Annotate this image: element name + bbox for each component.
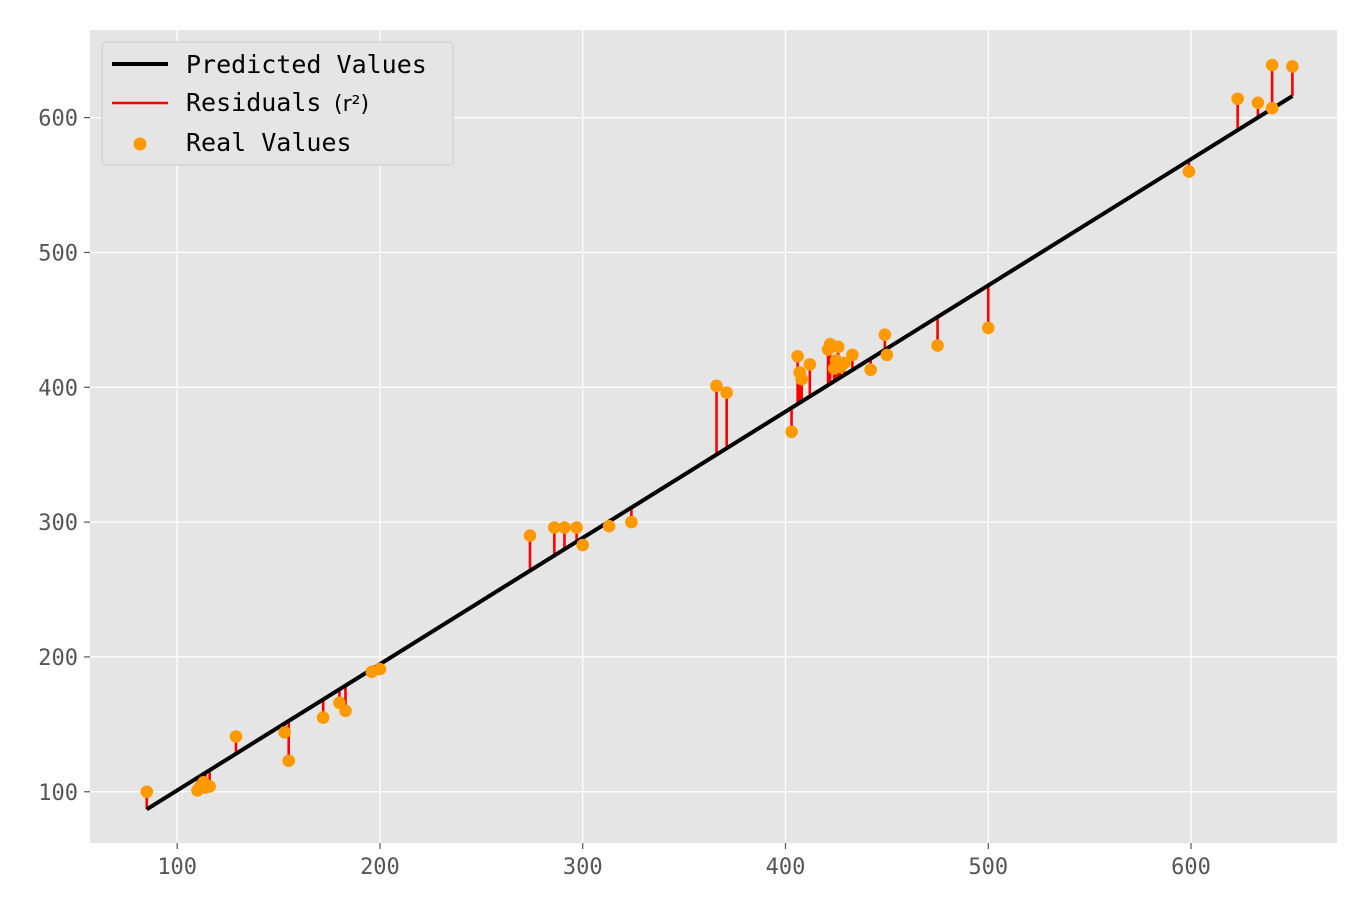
real-value-point [1286, 60, 1299, 73]
real-value-point [1251, 96, 1265, 110]
real-value-point [931, 339, 944, 352]
real-value-point [846, 348, 859, 362]
real-value-point [570, 521, 583, 534]
x-tick-label: 300 [563, 855, 603, 880]
y-tick-label: 400 [38, 376, 78, 401]
real-value-point [339, 704, 352, 718]
real-value-point [785, 425, 798, 439]
real-value-point [837, 356, 851, 370]
real-value-point [576, 538, 590, 552]
real-value-point [278, 726, 291, 739]
x-tick-label: 100 [157, 855, 197, 880]
real-value-point [229, 730, 243, 743]
x-tick-label: 600 [1171, 855, 1211, 880]
y-tick-label: 600 [38, 107, 78, 132]
legend-real-label: Real Values [186, 128, 352, 157]
x-axis-ticks: 100 200 300 400 500 600 [157, 843, 1211, 880]
legend-frame [101, 41, 454, 166]
real-value-point [1265, 101, 1279, 115]
real-value-point [373, 662, 387, 676]
real-value-point [791, 349, 804, 363]
real-value-point [140, 785, 154, 799]
real-value-point [981, 321, 995, 335]
legend-predicted-label: Predicted Values [186, 50, 427, 79]
y-tick-label: 500 [38, 241, 78, 266]
real-value-point [1265, 58, 1279, 72]
x-tick-label: 400 [766, 855, 806, 880]
real-value-point [720, 386, 733, 399]
predicted-values-line [145, 94, 1294, 811]
y-tick-label: 300 [38, 511, 78, 536]
real-value-point [558, 521, 571, 534]
x-tick-label: 200 [360, 855, 400, 880]
legend-residuals-suffix: (r²) [334, 92, 369, 117]
real-value-point [795, 372, 809, 386]
y-axis-ticks: 100 200 300 400 500 600 [38, 107, 90, 806]
real-value-point [878, 328, 892, 342]
real-value-points [140, 58, 1299, 799]
real-value-point [880, 348, 894, 362]
y-tick-label: 200 [38, 646, 78, 671]
real-value-point [548, 521, 561, 534]
real-value-point [625, 515, 638, 529]
x-tick-label: 500 [968, 855, 1008, 880]
real-value-point [710, 379, 723, 393]
real-value-point [523, 529, 537, 542]
real-value-point [803, 358, 817, 371]
legend: Predicted Values Residuals (r²) Real Val… [101, 41, 454, 166]
real-value-point [1231, 92, 1244, 106]
legend-real-marker [133, 137, 147, 151]
real-value-point [831, 340, 845, 354]
real-value-point [602, 519, 616, 533]
real-value-point [864, 363, 877, 377]
legend-residuals-label: Residuals [186, 88, 321, 117]
real-value-point [282, 754, 296, 768]
real-value-point [316, 711, 330, 724]
real-value-point [203, 780, 216, 793]
real-value-point [1182, 165, 1196, 178]
y-tick-label: 100 [38, 781, 78, 806]
